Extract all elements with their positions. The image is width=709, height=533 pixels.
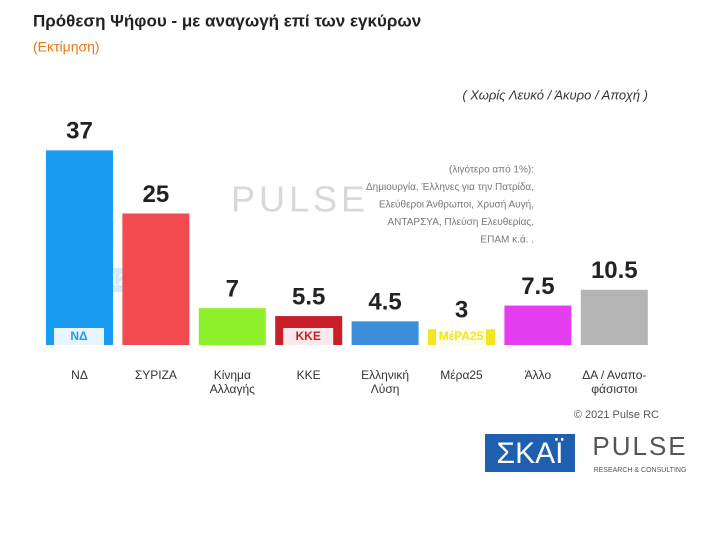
pulse-tagline: RESEARCH & CONSULTING — [594, 467, 687, 474]
note-line: ΑΝΤΑΡΣΥΑ, Πλεύση Ελευθερίας, — [388, 216, 535, 228]
logo-box — [436, 328, 486, 345]
logo: ΝΔ — [70, 329, 88, 343]
logo: ΜέΡΑ25 — [439, 329, 484, 343]
value-label: 37 — [66, 118, 93, 145]
x-tick-label: ΚΚΕ — [296, 368, 321, 382]
note-line: ΕΠΑΜ κ.ά. . — [480, 234, 534, 246]
x-tick-label: ΝΔ — [71, 368, 88, 382]
x-tick-label: ΣΥΡΙΖΑ — [134, 368, 177, 382]
bar — [580, 289, 648, 345]
value-label: 25 — [143, 181, 170, 208]
note-line: Δημιουργία, Έλληνες για την Πατρίδα, — [366, 181, 534, 193]
brand-box — [485, 434, 575, 472]
x-tick-label: Μέρα25 — [440, 368, 483, 382]
bar — [504, 305, 572, 345]
value-label: 7 — [226, 276, 239, 303]
note-line: (λιγότερο από 1%): — [449, 164, 534, 176]
x-tick-label: ΔΑ / Αναπο- φάσιστοι — [582, 368, 647, 396]
bar — [351, 321, 419, 345]
logo-box — [54, 328, 104, 345]
chart-subtitle: (Εκτίμηση) — [33, 39, 100, 55]
logo: ΚΚΕ — [296, 329, 321, 343]
bar — [198, 308, 266, 345]
bar — [122, 213, 190, 345]
x-tick-label: Ελληνική Λύση — [361, 368, 410, 396]
value-label: 10.5 — [591, 257, 638, 284]
logo-box — [283, 328, 334, 345]
copyright: © 2021 Pulse RC — [574, 409, 659, 421]
x-tick-label: Κίνημα Αλλαγής — [209, 368, 255, 396]
annotation: ( Χωρίς Λευκό / Άκυρο / Αποχή ) — [462, 87, 648, 102]
brand: ΣΚΑΪ — [497, 437, 565, 470]
value-label: 7.5 — [521, 273, 554, 300]
pulse-logo: PULSE — [592, 431, 687, 461]
bar — [46, 150, 113, 345]
note-line: Ελεύθεροι Άνθρωποι, Χρυσή Αυγή, — [379, 199, 534, 211]
watermark: PULSE — [231, 179, 369, 220]
x-tick-label: Άλλο — [524, 368, 552, 382]
chart-title: Πρόθεση Ψήφου - με αναγωγή επί των εγκύρ… — [33, 11, 421, 30]
value-label: 4.5 — [368, 289, 401, 316]
value-label: 3 — [455, 297, 468, 324]
value-label: 5.5 — [292, 283, 325, 310]
